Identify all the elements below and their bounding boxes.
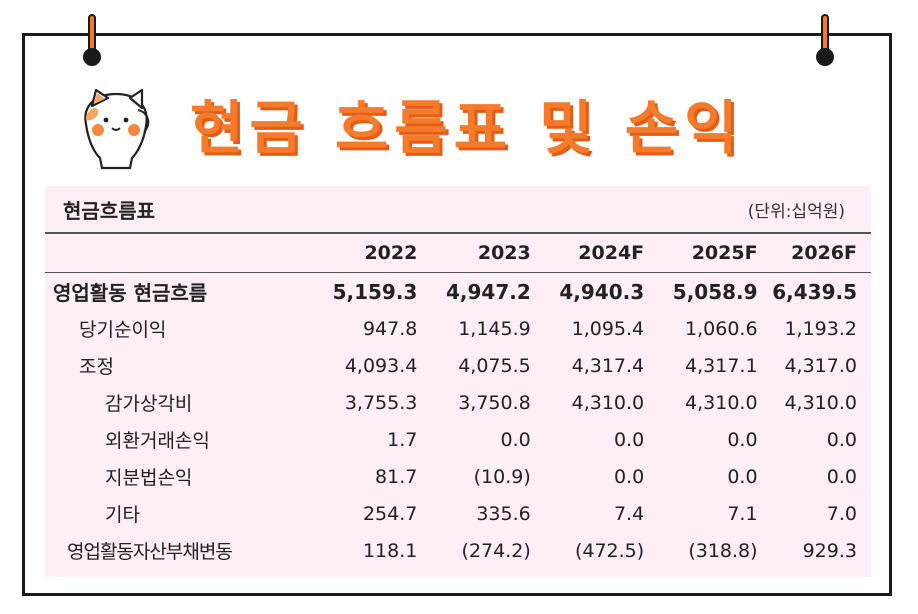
cell-value: 335.6 — [476, 502, 531, 525]
row-label: 조정 — [79, 356, 114, 378]
panel-header: 현금흐름표 (단위:십억원) — [45, 186, 871, 232]
header-year: 2023 — [417, 234, 531, 273]
row-label: 감가상각비 — [105, 393, 193, 415]
cell-value: (472.5) — [574, 539, 645, 562]
cell-value: 3,750.8 — [458, 391, 531, 414]
cell-value: 4,310.0 — [784, 391, 857, 414]
unit-label: (단위:십억원) — [747, 202, 845, 222]
cell-value: (274.2) — [461, 539, 531, 562]
cell-value: 0.0 — [613, 465, 645, 488]
cell-value: 0.0 — [500, 428, 531, 451]
cell-value: 0.0 — [826, 428, 857, 451]
cell-value: 5,159.3 — [332, 279, 418, 304]
cell-value: 929.3 — [802, 539, 857, 562]
cell-value: 7.1 — [727, 502, 758, 525]
row-label: 지분법손익 — [105, 467, 193, 489]
cell-value: 81.7 — [375, 465, 418, 488]
cell-value: 4,317.1 — [685, 354, 758, 377]
table-header-row: 2022 2023 2024F 2025F 2026F — [45, 234, 871, 273]
cell-value: 4,947.2 — [445, 279, 531, 304]
cell-value: 0.0 — [727, 465, 758, 488]
cell-value: 5,058.9 — [672, 279, 758, 304]
cell-value: 1,145.9 — [458, 317, 531, 340]
table-row: 영업활동자산부채변동 118.1 (274.2) (472.5) (318.8)… — [45, 532, 871, 569]
table-row: 기타 254.7 335.6 7.4 7.1 7.0 — [45, 495, 871, 532]
cell-value: 7.0 — [826, 502, 857, 525]
pushpin-icon — [816, 14, 834, 66]
cell-value: 254.7 — [362, 502, 418, 525]
table-row: 조정 4,093.4 4,075.5 4,317.4 4,317.1 4,317… — [45, 347, 871, 384]
cell-value: 4,075.5 — [458, 354, 531, 377]
cell-value: 4,317.4 — [571, 354, 645, 377]
cell-value: 1,095.4 — [571, 317, 645, 340]
cat-mascot-icon — [84, 88, 150, 170]
table-row: 영업활동 현금흐름 5,159.3 4,947.2 4,940.3 5,058.… — [45, 273, 871, 311]
pushpin-icon — [83, 14, 101, 66]
cell-value: 0.0 — [613, 428, 645, 451]
cell-value: 4,093.4 — [344, 354, 418, 377]
cell-value: 6,439.5 — [772, 279, 857, 304]
cashflow-table: 2022 2023 2024F 2025F 2026F 영업활동 현금흐름 5,… — [45, 234, 871, 569]
header-year: 2026F — [757, 234, 871, 273]
table-row: 지분법손익 81.7 (10.9) 0.0 0.0 0.0 — [45, 458, 871, 495]
page-title: 현금 흐름표 및 손익 — [190, 94, 744, 162]
cell-value: 1,193.2 — [784, 317, 857, 340]
cell-value: 118.1 — [362, 539, 418, 562]
row-label: 영업활동자산부채변동 — [67, 541, 233, 563]
cell-value: 1,060.6 — [685, 317, 758, 340]
cell-value: 3,755.3 — [344, 391, 418, 414]
row-label: 외환거래손익 — [105, 430, 210, 452]
cell-value: (318.8) — [688, 539, 758, 562]
header-label-cell — [45, 234, 304, 273]
table-row: 감가상각비 3,755.3 3,750.8 4,310.0 4,310.0 4,… — [45, 384, 871, 421]
cell-value: 4,940.3 — [559, 279, 645, 304]
header-year: 2022 — [303, 234, 418, 273]
cell-value: 7.4 — [613, 502, 645, 525]
panel-title: 현금흐름표 — [63, 199, 155, 223]
cashflow-panel: 현금흐름표 (단위:십억원) 2022 2023 2024F 2025F 202… — [45, 186, 871, 577]
cell-value: 4,310.0 — [571, 391, 645, 414]
row-label: 영업활동 현금흐름 — [53, 281, 208, 305]
table-row: 당기순이익 947.8 1,145.9 1,095.4 1,060.6 1,19… — [45, 310, 871, 347]
header-year: 2024F — [530, 234, 645, 273]
row-label: 기타 — [105, 504, 140, 526]
cell-value: (10.9) — [473, 465, 531, 488]
cell-value: 947.8 — [362, 317, 418, 340]
cell-value: 0.0 — [826, 465, 857, 488]
divider — [45, 232, 871, 234]
row-label: 당기순이익 — [79, 319, 167, 341]
table-row: 외환거래손익 1.7 0.0 0.0 0.0 0.0 — [45, 421, 871, 458]
cell-value: 1.7 — [387, 428, 418, 451]
cell-value: 4,317.0 — [784, 354, 857, 377]
header-year: 2025F — [644, 234, 758, 273]
cell-value: 4,310.0 — [685, 391, 758, 414]
cell-value: 0.0 — [727, 428, 758, 451]
